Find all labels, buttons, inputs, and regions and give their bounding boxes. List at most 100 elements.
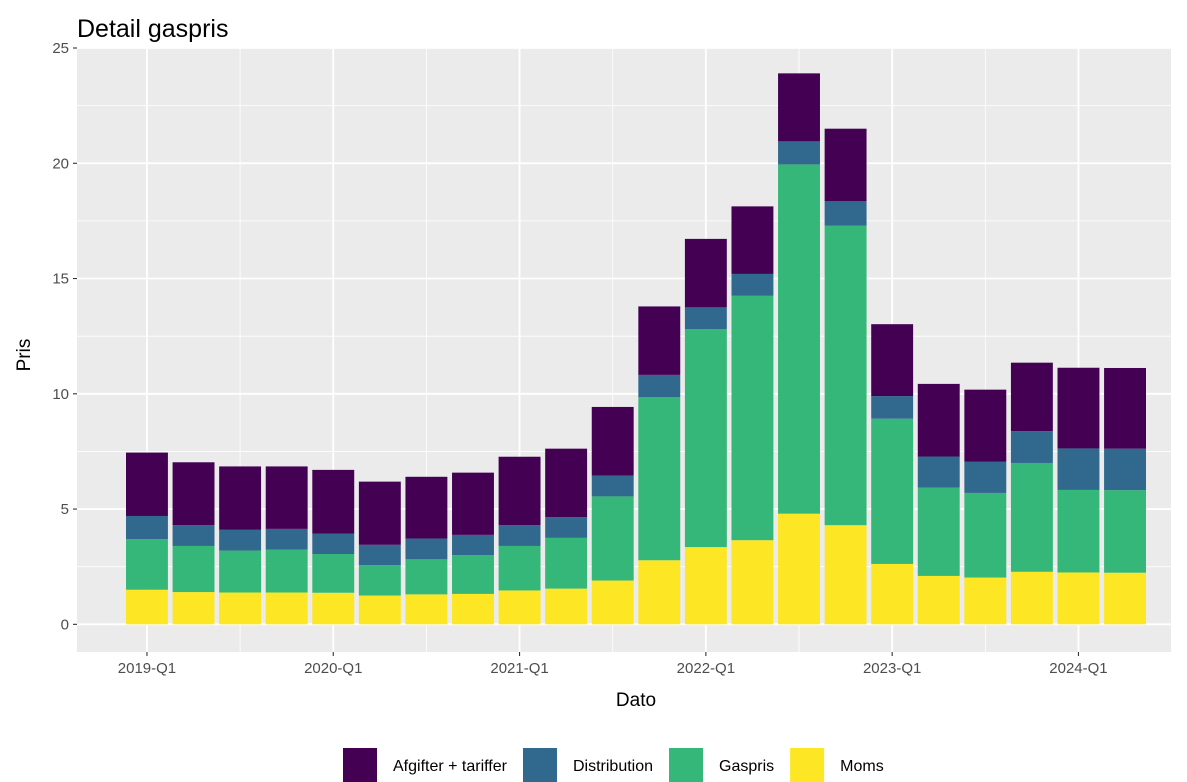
bar-gaspris: [731, 295, 774, 541]
bar-gaspris: [405, 559, 448, 595]
bar-distribution: [638, 374, 681, 398]
bar-distribution: [731, 273, 774, 296]
bar-afgifter-tariffer: [312, 469, 355, 534]
bar-distribution: [1104, 448, 1146, 491]
bar-afgifter-tariffer: [358, 481, 401, 545]
legend-key-distribution: [522, 748, 557, 782]
bar-afgifter-tariffer: [1104, 367, 1146, 449]
bar-distribution: [172, 525, 215, 546]
bar-moms: [638, 560, 681, 625]
bar-gaspris: [778, 164, 820, 514]
bar-moms: [1104, 572, 1146, 625]
legend-label-afgifter-tariffer: Afgifter + tariffer: [393, 758, 508, 775]
y-axis: 0 5 10 15 20 25: [52, 40, 77, 633]
bar-gaspris: [172, 545, 215, 593]
bar-gaspris: [824, 225, 867, 526]
bar-gaspris: [498, 545, 541, 591]
y-tick-label: 20: [52, 155, 69, 172]
y-tick-label: 10: [52, 386, 69, 403]
bar-distribution: [778, 141, 820, 165]
y-tick-label: 25: [52, 40, 69, 57]
chart-title: Detail gaspris: [77, 15, 228, 43]
bar-gaspris: [452, 555, 494, 594]
y-tick-label: 15: [52, 271, 69, 288]
bar-afgifter-tariffer: [591, 406, 634, 476]
bar-afgifter-tariffer: [964, 389, 1007, 462]
y-axis-title: Pris: [14, 339, 35, 372]
bar-gaspris: [312, 554, 355, 593]
x-axis-title: Dato: [616, 690, 656, 711]
bar-moms: [405, 594, 448, 625]
bar-moms: [358, 595, 401, 625]
bar-distribution: [917, 456, 960, 488]
plot-panel: [77, 47, 1171, 652]
bar-afgifter-tariffer: [452, 472, 494, 535]
bar-afgifter-tariffer: [172, 462, 215, 526]
x-tick-label: 2022-Q1: [677, 660, 735, 677]
legend-label-distribution: Distribution: [573, 758, 653, 775]
bar-afgifter-tariffer: [545, 448, 588, 518]
legend: Afgifter + tariffer Distribution Gaspris Mo…: [343, 748, 884, 782]
legend-label-gaspris: Gaspris: [719, 758, 774, 775]
bar-afgifter-tariffer: [1057, 367, 1100, 449]
bar-moms: [498, 590, 541, 625]
bar-distribution: [964, 461, 1007, 493]
bar-moms: [545, 588, 588, 625]
bar-gaspris: [917, 487, 960, 576]
bar-distribution: [498, 525, 541, 546]
bar-afgifter-tariffer: [684, 238, 727, 308]
legend-key-moms: [790, 748, 825, 782]
bar-moms: [452, 593, 494, 625]
y-tick-label: 0: [61, 616, 69, 633]
bar-gaspris: [684, 329, 727, 548]
bar-moms: [871, 563, 914, 625]
bar-afgifter-tariffer: [824, 128, 867, 202]
bar-distribution: [358, 544, 401, 566]
bar-distribution: [1010, 431, 1053, 463]
bar-gaspris: [638, 397, 681, 561]
bar-gaspris: [358, 565, 401, 596]
bar-distribution: [265, 528, 308, 550]
x-tick-label: 2020-Q1: [304, 660, 362, 677]
bar-gaspris: [265, 549, 308, 593]
bar-distribution: [219, 529, 262, 551]
bar-afgifter-tariffer: [219, 466, 262, 530]
y-tick-label: 5: [61, 501, 69, 518]
bar-moms: [684, 547, 727, 625]
bar-moms: [126, 589, 168, 625]
x-tick-label: 2023-Q1: [863, 660, 921, 677]
bar-afgifter-tariffer: [731, 206, 774, 274]
bar-moms: [265, 592, 308, 625]
bar-afgifter-tariffer: [498, 456, 541, 526]
x-axis: 2019-Q1 2020-Q1 2021-Q1 2022-Q1 2023-Q1 2024-…: [118, 652, 1108, 677]
bar-afgifter-tariffer: [871, 324, 914, 397]
bar-moms: [312, 592, 355, 625]
bar-distribution: [684, 307, 727, 330]
legend-key-gaspris: [669, 748, 704, 782]
bar-afgifter-tariffer: [638, 306, 681, 375]
bar-distribution: [591, 475, 634, 497]
bar-moms: [731, 540, 774, 625]
bar-distribution: [126, 515, 168, 540]
legend-label-moms: Moms: [840, 758, 884, 775]
bar-moms: [219, 592, 262, 625]
bar-moms: [591, 580, 634, 625]
bar-distribution: [452, 534, 494, 556]
bar-distribution: [871, 396, 914, 419]
bar-gaspris: [219, 550, 262, 593]
legend-key-afgifter-tariffer: [343, 748, 377, 782]
bar-gaspris: [871, 418, 914, 564]
bar-gaspris: [591, 496, 634, 581]
bar-moms: [917, 575, 960, 625]
bar-afgifter-tariffer: [126, 452, 168, 516]
bar-moms: [824, 525, 867, 625]
x-tick-label: 2019-Q1: [118, 660, 176, 677]
bar-moms: [1010, 571, 1053, 625]
bar-afgifter-tariffer: [1010, 362, 1053, 432]
bar-distribution: [824, 201, 867, 226]
bar-moms: [964, 577, 1007, 625]
bar-gaspris: [1104, 490, 1146, 573]
bar-distribution: [312, 533, 355, 555]
bar-moms: [1057, 572, 1100, 625]
